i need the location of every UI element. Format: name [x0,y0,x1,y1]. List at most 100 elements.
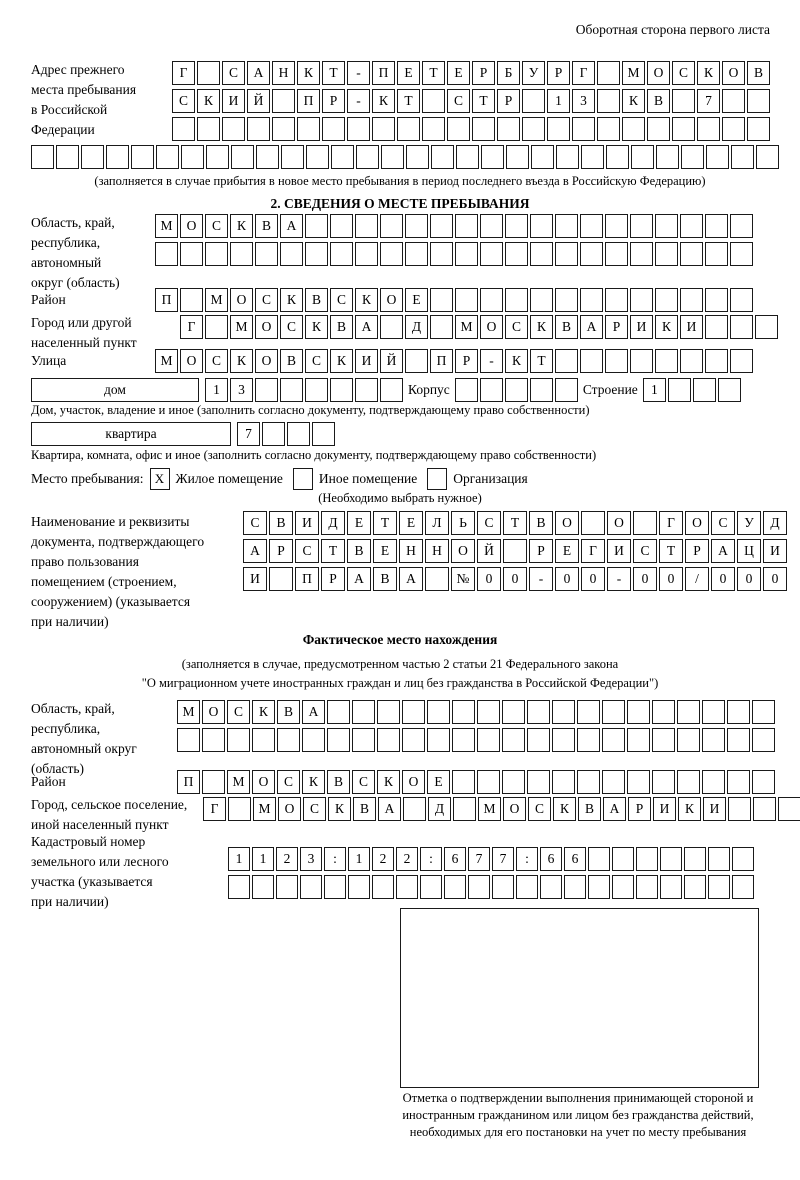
char-cell[interactable]: К [330,349,353,373]
char-cell[interactable]: 3 [230,378,253,402]
char-cell[interactable]: Г [203,797,226,821]
char-cell[interactable]: С [280,315,303,339]
char-cell[interactable] [732,847,754,871]
char-cell[interactable] [430,315,453,339]
char-cell[interactable]: М [155,349,178,373]
char-cell[interactable] [355,378,378,402]
char-cell[interactable] [522,89,545,113]
char-cell[interactable]: И [222,89,245,113]
char-cell[interactable] [727,770,750,794]
char-cell[interactable]: С [672,61,695,85]
char-cell[interactable]: Н [399,539,423,563]
char-cell[interactable]: Ь [451,511,475,535]
char-cell[interactable]: 6 [540,847,562,871]
char-cell[interactable] [602,700,625,724]
char-cell[interactable]: - [607,567,631,591]
char-cell[interactable] [455,242,478,266]
char-cell[interactable]: 0 [659,567,683,591]
checkbox-organization[interactable] [427,468,448,490]
char-cell[interactable]: Й [380,349,403,373]
char-cell[interactable] [530,288,553,312]
char-cell[interactable]: О [180,214,203,238]
char-cell[interactable] [747,117,770,141]
char-cell[interactable] [602,770,625,794]
char-cell[interactable] [627,728,650,752]
char-cell[interactable] [305,242,328,266]
char-cell[interactable] [677,728,700,752]
char-cell[interactable] [420,875,442,899]
char-cell[interactable] [652,728,675,752]
char-cell[interactable]: Р [529,539,553,563]
char-cell[interactable]: В [747,61,770,85]
char-cell[interactable] [680,242,703,266]
char-cell[interactable] [228,875,250,899]
char-cell[interactable] [530,214,553,238]
char-cell[interactable]: М [478,797,501,821]
char-cell[interactable]: А [378,797,401,821]
char-cell[interactable]: У [522,61,545,85]
char-cell[interactable]: Й [477,539,501,563]
char-cell[interactable]: Т [321,539,345,563]
char-cell[interactable] [605,214,628,238]
char-cell[interactable] [197,61,220,85]
char-cell[interactable]: / [685,567,709,591]
char-cell[interactable] [300,875,322,899]
char-cell[interactable]: Е [399,511,423,535]
char-cell[interactable]: О [202,700,225,724]
char-cell[interactable] [205,242,228,266]
char-cell[interactable] [554,378,578,402]
char-cell[interactable]: В [647,89,670,113]
char-cell[interactable]: 2 [396,847,418,871]
char-cell[interactable]: Д [763,511,787,535]
char-cell[interactable] [556,145,579,169]
char-cell[interactable]: В [529,511,553,535]
char-cell[interactable] [529,378,553,402]
char-cell[interactable] [572,117,595,141]
char-cell[interactable] [630,242,653,266]
char-cell[interactable] [422,117,445,141]
char-cell[interactable]: А [243,539,267,563]
region-row-2[interactable] [155,242,753,266]
char-cell[interactable]: К [297,61,320,85]
char-cell[interactable]: К [305,315,328,339]
char-cell[interactable] [402,728,425,752]
char-cell[interactable] [281,145,304,169]
char-cell[interactable] [312,422,335,446]
char-cell[interactable] [403,797,426,821]
char-cell[interactable]: К [230,214,253,238]
char-cell[interactable] [588,875,610,899]
char-cell[interactable] [456,145,479,169]
char-cell[interactable] [597,61,620,85]
checkbox-other-premises[interactable] [292,468,313,490]
char-cell[interactable]: Т [397,89,420,113]
char-cell[interactable]: И [355,349,378,373]
char-cell[interactable] [355,242,378,266]
char-cell[interactable] [297,117,320,141]
char-cell[interactable]: А [247,61,270,85]
char-cell[interactable]: М [253,797,276,821]
char-cell[interactable] [527,728,550,752]
char-cell[interactable] [677,770,700,794]
char-cell[interactable]: 0 [711,567,735,591]
char-cell[interactable]: С [477,511,501,535]
char-cell[interactable]: А [355,315,378,339]
char-cell[interactable]: С [633,539,657,563]
char-cell[interactable] [505,288,528,312]
char-cell[interactable]: М [227,770,250,794]
char-cell[interactable] [581,145,604,169]
char-cell[interactable] [540,875,562,899]
char-cell[interactable] [477,728,500,752]
char-cell[interactable]: С [222,61,245,85]
char-cell[interactable] [131,145,154,169]
char-cell[interactable]: С [505,315,528,339]
char-cell[interactable]: К [530,315,553,339]
char-cell[interactable]: Е [555,539,579,563]
char-cell[interactable]: В [277,700,300,724]
char-cell[interactable] [667,378,691,402]
char-cell[interactable] [547,117,570,141]
char-cell[interactable]: К [197,89,220,113]
